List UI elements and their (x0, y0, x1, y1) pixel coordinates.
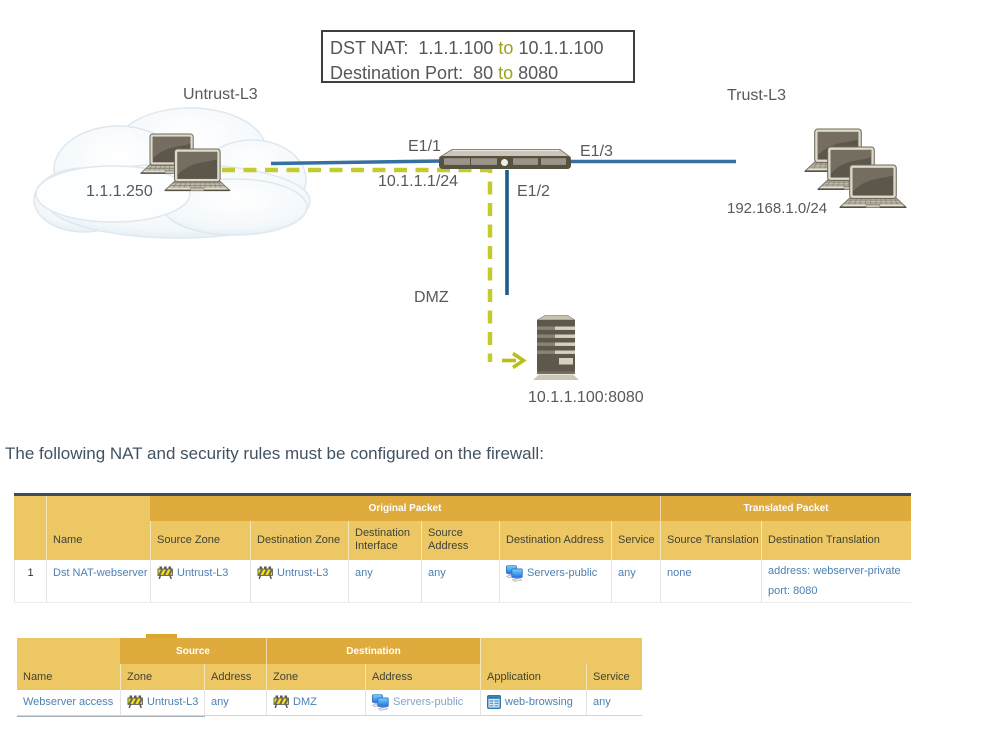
svg-text:192.168.1.0/24: 192.168.1.0/24 (727, 200, 827, 217)
svg-text:10.1.1.1/24: 10.1.1.1/24 (378, 173, 458, 190)
svg-text:1.1.1.250: 1.1.1.250 (86, 183, 153, 200)
svg-text:Untrust-L3: Untrust-L3 (183, 86, 258, 103)
svg-text:DMZ: DMZ (414, 289, 449, 306)
svg-text:10.1.1.100:8080: 10.1.1.100:8080 (528, 389, 644, 406)
svg-text:Trust-L3: Trust-L3 (727, 87, 786, 104)
svg-text:E1/1: E1/1 (408, 138, 441, 155)
svg-text:E1/2: E1/2 (517, 183, 550, 200)
svg-text:E1/3: E1/3 (580, 143, 613, 160)
